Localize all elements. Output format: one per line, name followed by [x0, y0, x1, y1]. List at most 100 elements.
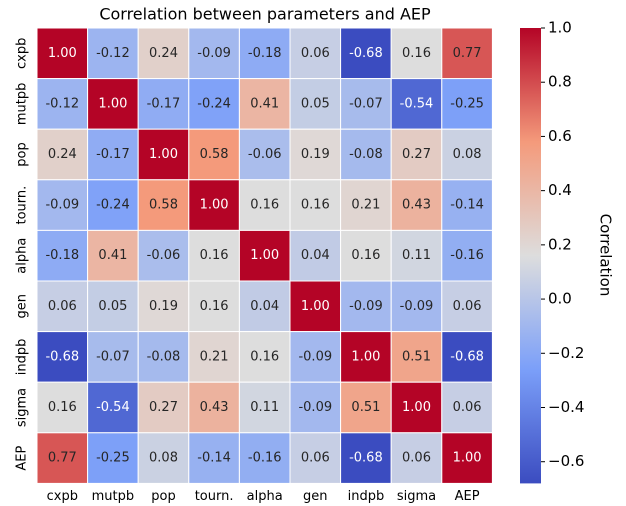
heatmap-cell	[87, 128, 139, 181]
heatmap-cell	[441, 179, 493, 231]
heatmap-cell	[441, 78, 493, 130]
cell-label: 0.43	[402, 198, 431, 213]
cell-label: 0.06	[48, 299, 77, 314]
heatmap-cell	[36, 432, 89, 484]
colorbar-tick-label: 0.6	[548, 127, 572, 145]
cell-label: 0.05	[98, 299, 127, 314]
cell-label: 0.16	[200, 248, 229, 263]
cell-label: -0.68	[45, 349, 79, 364]
cell-label: -0.54	[400, 96, 434, 111]
cell-label: -0.18	[248, 46, 282, 61]
cell-label: -0.08	[147, 349, 181, 364]
cell-label: 0.19	[149, 299, 178, 314]
cell-label: -0.17	[147, 96, 181, 111]
heatmap-cell	[137, 229, 190, 282]
heatmap-cell	[238, 331, 291, 383]
heatmap-cell	[36, 179, 89, 231]
heatmap-cell	[238, 381, 291, 434]
x-tick-label: pop	[151, 489, 175, 504]
heatmap-cell	[188, 179, 240, 231]
cell-label: -0.68	[349, 46, 383, 61]
heatmap-cell	[340, 331, 392, 383]
cell-label: -0.09	[298, 400, 332, 415]
heatmap-cell	[340, 432, 392, 484]
y-tick-label: alpha	[15, 238, 30, 274]
x-tick-label: cxpb	[47, 489, 78, 504]
cell-label: -0.14	[197, 451, 231, 466]
cell-label: -0.06	[248, 147, 282, 162]
colorbar-tick-label: 1.0	[548, 19, 572, 37]
heatmap-cell	[36, 78, 89, 130]
heatmap-cell	[441, 381, 493, 434]
heatmap-cell	[188, 381, 240, 434]
heatmap-cell	[289, 280, 342, 333]
y-tick-label: sigma	[15, 388, 30, 427]
cell-label: -0.17	[96, 147, 130, 162]
x-tick-label: AEP	[455, 489, 480, 504]
heatmap-cell	[289, 432, 342, 484]
cell-label: -0.68	[450, 349, 484, 364]
heatmap-cell	[238, 128, 291, 181]
y-tick-label: gen	[15, 294, 30, 319]
heatmap-cell	[238, 280, 291, 333]
cell-label: 1.00	[351, 349, 380, 364]
cell-label: -0.08	[349, 147, 383, 162]
cell-label: 0.08	[149, 451, 178, 466]
x-tick-label: alpha	[247, 489, 283, 504]
cell-label: 0.27	[149, 400, 178, 415]
heatmap-cell	[238, 78, 291, 130]
cell-label: 1.00	[301, 299, 330, 314]
heatmap-cell	[390, 78, 443, 130]
cell-label: -0.16	[248, 451, 282, 466]
cell-label: 0.21	[200, 349, 229, 364]
cell-label: -0.24	[197, 96, 231, 111]
cell-label: -0.24	[96, 198, 130, 213]
cell-label: 0.51	[351, 400, 380, 415]
cell-label: 0.16	[301, 198, 330, 213]
y-tick-label: cxpb	[15, 38, 30, 69]
heatmap-cell	[36, 280, 89, 333]
heatmap-cell	[137, 128, 190, 181]
cell-label: 0.41	[250, 96, 279, 111]
colorbar-tick-label: −0.4	[548, 398, 584, 416]
cell-label: 1.00	[402, 400, 431, 415]
cell-label: -0.12	[45, 96, 79, 111]
heatmap-cell	[441, 280, 493, 333]
x-tick-label: sigma	[397, 489, 436, 504]
cell-label: -0.09	[349, 299, 383, 314]
heatmap-cell	[36, 229, 89, 282]
heatmap-cell	[87, 179, 139, 231]
cell-label: -0.06	[147, 248, 181, 263]
heatmap-cell	[137, 381, 190, 434]
heatmap-cell	[340, 381, 392, 434]
heatmap-cell	[340, 229, 392, 282]
heatmap-cell	[87, 280, 139, 333]
cell-label: -0.25	[450, 96, 484, 111]
cell-label: 0.77	[48, 451, 77, 466]
heatmap-cell	[188, 229, 240, 282]
cell-label: 0.11	[250, 400, 279, 415]
x-tick-label: mutpb	[92, 489, 135, 504]
cell-label: 0.77	[453, 46, 482, 61]
heatmap-cell	[36, 27, 89, 80]
colorbar-tick-label: −0.6	[548, 452, 584, 470]
cell-label: -0.09	[298, 349, 332, 364]
cell-label: 0.08	[453, 147, 482, 162]
cell-label: 0.16	[48, 400, 77, 415]
heatmap-cell	[188, 128, 240, 181]
y-tick-label: pop	[15, 142, 30, 166]
cell-label: -0.25	[96, 451, 130, 466]
cell-label: 0.16	[250, 349, 279, 364]
cell-label: 0.06	[453, 299, 482, 314]
colorbar	[520, 28, 541, 484]
cell-label: 0.16	[402, 46, 431, 61]
heatmap-cell	[289, 229, 342, 282]
x-tick-label: tourn.	[195, 489, 234, 504]
cell-label: 1.00	[48, 46, 77, 61]
cell-label: 1.00	[98, 96, 127, 111]
cell-label: 1.00	[149, 147, 178, 162]
heatmap-cell	[390, 27, 443, 80]
cell-label: 0.16	[200, 299, 229, 314]
heatmap-cell	[87, 331, 139, 383]
